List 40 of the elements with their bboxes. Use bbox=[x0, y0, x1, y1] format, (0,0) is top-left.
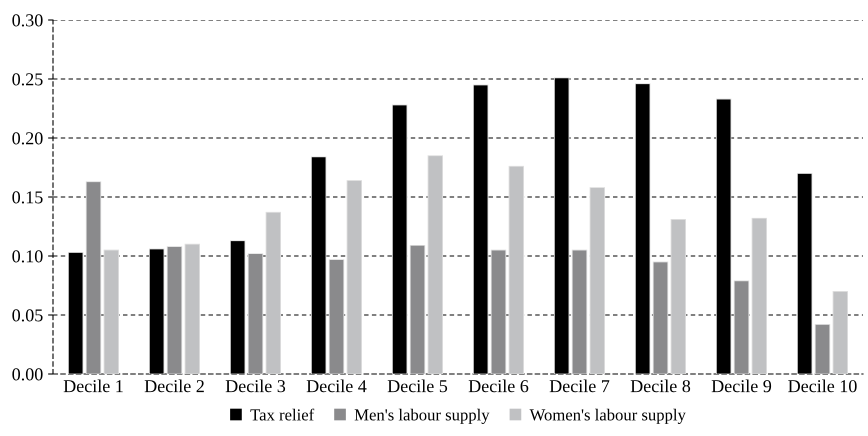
legend-label: Tax relief bbox=[250, 408, 314, 421]
bar bbox=[266, 212, 282, 374]
bar bbox=[248, 253, 264, 374]
legend-label: Men's labour supply bbox=[354, 408, 490, 424]
x-tick-label: Decile 6 bbox=[468, 380, 528, 392]
bar bbox=[410, 244, 426, 374]
bar bbox=[490, 250, 506, 374]
y-tick-label: 0.30 bbox=[12, 14, 43, 27]
bar bbox=[734, 280, 750, 374]
bar bbox=[670, 219, 686, 374]
y-tick-label: 0.05 bbox=[12, 309, 43, 322]
y-tick-label: 0.25 bbox=[12, 73, 43, 86]
x-tick-label: Decile 2 bbox=[144, 380, 204, 392]
bar bbox=[86, 181, 102, 374]
bar bbox=[346, 180, 362, 374]
y-tick-label: 0.20 bbox=[12, 132, 43, 145]
x-tick-label: Decile 9 bbox=[712, 380, 772, 392]
bar bbox=[166, 246, 182, 374]
x-tick-label: Decile 1 bbox=[64, 380, 123, 392]
bar bbox=[832, 290, 848, 374]
bar bbox=[752, 218, 768, 374]
bar bbox=[508, 166, 524, 374]
x-tick-label: Decile 5 bbox=[388, 380, 448, 392]
bar bbox=[184, 244, 200, 374]
x-tick-label: Decile 10 bbox=[788, 380, 857, 392]
x-tick-label: Decile 7 bbox=[550, 380, 610, 392]
bar bbox=[814, 324, 830, 374]
y-tick-label: 0.00 bbox=[12, 368, 43, 381]
bar bbox=[328, 259, 344, 374]
x-tick-label: Decile 3 bbox=[226, 380, 286, 392]
y-tick-label: 0.10 bbox=[12, 250, 43, 263]
bar bbox=[104, 250, 120, 374]
legend-label: Women's labour supply bbox=[530, 408, 686, 424]
bar bbox=[652, 261, 668, 374]
bar bbox=[572, 250, 588, 374]
bar bbox=[590, 187, 606, 374]
bar bbox=[428, 155, 444, 374]
y-tick-label: 0.15 bbox=[12, 191, 43, 204]
x-tick-label: Decile 8 bbox=[630, 380, 690, 392]
x-tick-label: Decile 4 bbox=[306, 380, 367, 392]
